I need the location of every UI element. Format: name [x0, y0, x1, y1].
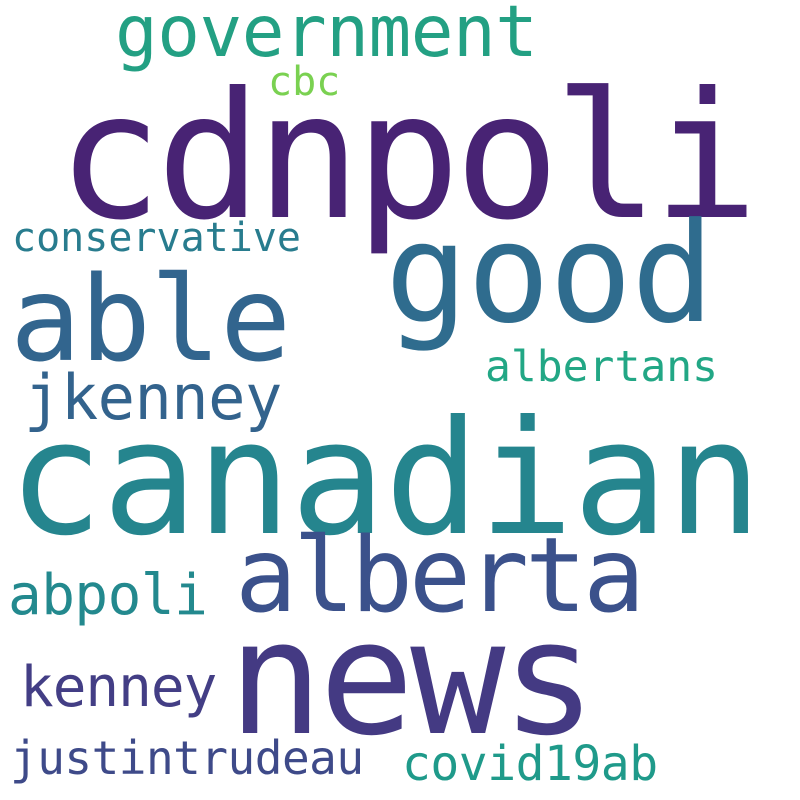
word-cdnpoli: cdnpoli: [57, 56, 759, 259]
word-kenney: kenney: [20, 655, 217, 720]
word-albertans: albertans: [485, 342, 718, 392]
word-jkenney: jkenney: [24, 361, 282, 434]
word-news: news: [228, 587, 596, 771]
word-canadian: canadian: [8, 387, 762, 571]
word-justintrudeau: justintrudeau: [10, 731, 364, 785]
word-covid19ab: covid19ab: [402, 736, 658, 792]
word-conservative: conservative: [12, 215, 301, 261]
word-able: able: [10, 250, 291, 388]
word-cbc: cbc: [268, 59, 341, 105]
word-abpoli: abpoli: [8, 563, 208, 628]
word-alberta: alberta: [235, 516, 645, 636]
word-good: good: [385, 193, 714, 354]
word-government: government: [115, 0, 538, 73]
